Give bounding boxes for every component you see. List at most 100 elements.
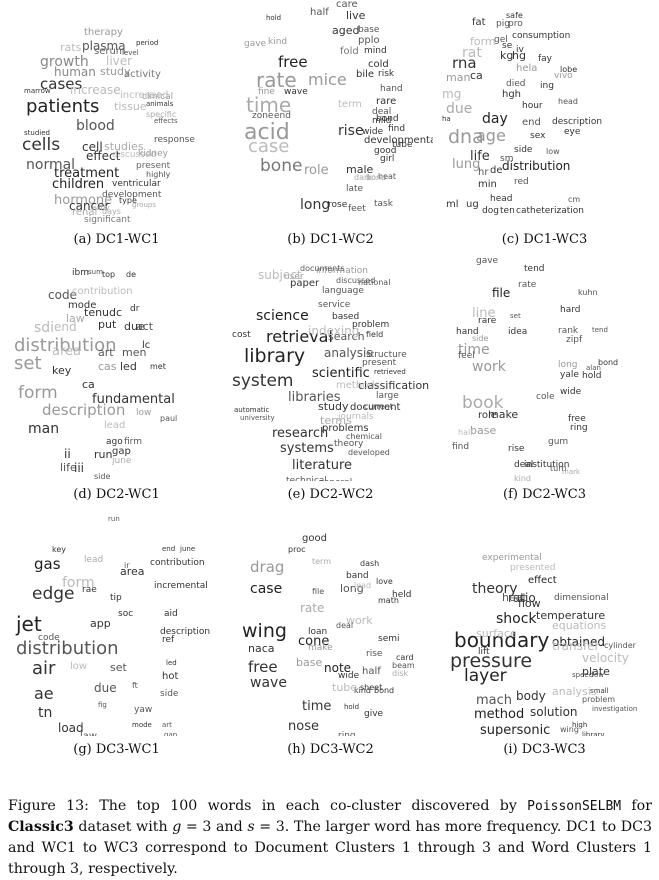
cloud-word: sum	[88, 268, 103, 276]
cloud-word: science	[256, 308, 309, 324]
cloud-word: flow	[518, 597, 541, 610]
cloud-word: feel	[458, 351, 475, 361]
word-cloud: library retrieval system science scientific l…	[228, 255, 433, 482]
cloud-word: studied	[24, 129, 50, 137]
cloud-word: naca	[248, 642, 275, 655]
panel-i: boundary pressure layer theory shock mach meth…	[442, 510, 647, 765]
cloud-word: tube	[332, 681, 358, 694]
cloud-word: velocity	[582, 651, 629, 665]
cloud-word: documents	[300, 264, 345, 273]
cloud-word: distribution	[16, 638, 119, 659]
cloud-word: developmental	[364, 135, 433, 146]
cloud-word: sheet	[360, 683, 383, 692]
cloud-word: disk	[392, 669, 409, 678]
cloud-word: journals	[338, 412, 374, 422]
cloud-word: gave	[244, 39, 267, 49]
cloud-word: bond	[376, 114, 399, 124]
cloud-word: small	[590, 687, 609, 695]
panel-caption: (d) DC2-WC1	[73, 487, 160, 502]
cloud-word: cost	[232, 330, 251, 340]
cloud-word: girl	[380, 154, 395, 164]
cloud-word: role	[304, 163, 329, 178]
cloud-word: document	[350, 402, 401, 413]
cloud-word: due	[124, 320, 145, 333]
cloud-word: discussed	[336, 276, 376, 285]
cloud-word: obtained	[552, 635, 605, 649]
cloud-word: paper	[290, 278, 320, 289]
cloud-word: case	[250, 581, 283, 597]
caption-text: Figure 13: The top 100 words in each co-…	[8, 798, 528, 814]
word-cloud: rate time acid case bone long free mice rise role…	[228, 0, 433, 226]
cloud-word: activity	[124, 69, 161, 80]
cloud-word: give	[364, 709, 384, 719]
cloud-word: tenudc	[84, 306, 123, 319]
cloud-word: good	[374, 146, 397, 156]
panel-e: library retrieval system science scientific l…	[228, 255, 433, 510]
word-cloud: book time work file line make base role rise find…	[442, 255, 647, 482]
method-name: PoissonSELBM	[527, 799, 622, 814]
cloud-word: indexing	[308, 324, 360, 338]
cloud-word: put	[98, 318, 117, 331]
cloud-word: vivo	[554, 71, 573, 81]
cloud-word: find	[388, 124, 406, 134]
cloud-word: idea	[508, 327, 528, 337]
cloud-word: task	[374, 199, 393, 209]
cloud-word: led	[120, 360, 137, 373]
cloud-word: head	[490, 194, 513, 204]
cloud-word: file	[312, 587, 325, 596]
cloud-word: children	[52, 177, 105, 192]
cloud-word: experimental	[482, 553, 542, 563]
cloud-word: groups	[132, 201, 156, 209]
cloud-word: alan	[586, 364, 601, 372]
cloud-word: effect	[86, 149, 121, 163]
cloud-word: min	[478, 179, 497, 190]
cloud-word: side	[514, 145, 533, 155]
cloud-word: day	[482, 111, 508, 127]
cloud-word: hold	[582, 371, 602, 381]
cloud-word: increase	[70, 83, 121, 97]
cloud-word: iii	[74, 461, 85, 475]
cloud-word: june	[112, 456, 132, 466]
cloud-word: cases	[40, 75, 83, 93]
cloud-word: mice	[308, 70, 347, 89]
cloud-word: deal	[372, 107, 392, 117]
cloud-word: wave	[284, 87, 308, 97]
cloud-word: rate	[518, 280, 537, 290]
cloud-word: lobe	[560, 65, 578, 74]
cloud-word: liver	[106, 54, 133, 68]
cloud-word: acid	[244, 120, 290, 145]
cloud-word: method	[474, 707, 525, 722]
cloud-word: yale	[560, 370, 579, 380]
cloud-word: lift	[478, 647, 490, 657]
cloud-word: june	[180, 545, 196, 553]
cloud-word: research	[272, 426, 329, 441]
cloud-word: bond	[598, 358, 619, 367]
cloud-word: turn	[550, 464, 567, 473]
cloud-word: catheterization	[516, 206, 584, 216]
word-cloud: distribution set form description man fundame…	[14, 255, 219, 481]
caption-text: dataset with	[73, 819, 173, 835]
cloud-word: layer	[464, 666, 507, 686]
cloud-word: significant	[84, 215, 131, 225]
panel-g: distribution jet edge air gas ae tn load app form…	[14, 510, 219, 765]
cloud-word: lead	[354, 581, 372, 590]
cloud-word: tube	[392, 140, 413, 150]
cloud-word: gap	[112, 446, 131, 457]
cloud-word: de	[126, 270, 136, 279]
cloud-word: base	[358, 25, 380, 35]
cloud-word: information	[316, 266, 368, 276]
cloud-word: automatic	[234, 406, 270, 414]
panel-h: wing drag case free wave cone note time nose naca…	[228, 510, 433, 765]
cloud-word: good	[302, 533, 327, 544]
cloud-word: fine	[258, 87, 275, 97]
cloud-word: problem	[582, 695, 616, 704]
cloud-word: cm	[568, 195, 581, 204]
cloud-word: gave	[476, 256, 499, 266]
cloud-word: end	[54, 320, 77, 334]
panel-b: rate time acid case bone long free mice rise role…	[228, 0, 433, 255]
cloud-word: institution	[524, 460, 570, 470]
cloud-word: present	[362, 358, 397, 368]
cloud-word: fig	[98, 701, 107, 709]
cloud-word: cas	[98, 360, 117, 373]
cloud-word: studies	[104, 140, 144, 153]
